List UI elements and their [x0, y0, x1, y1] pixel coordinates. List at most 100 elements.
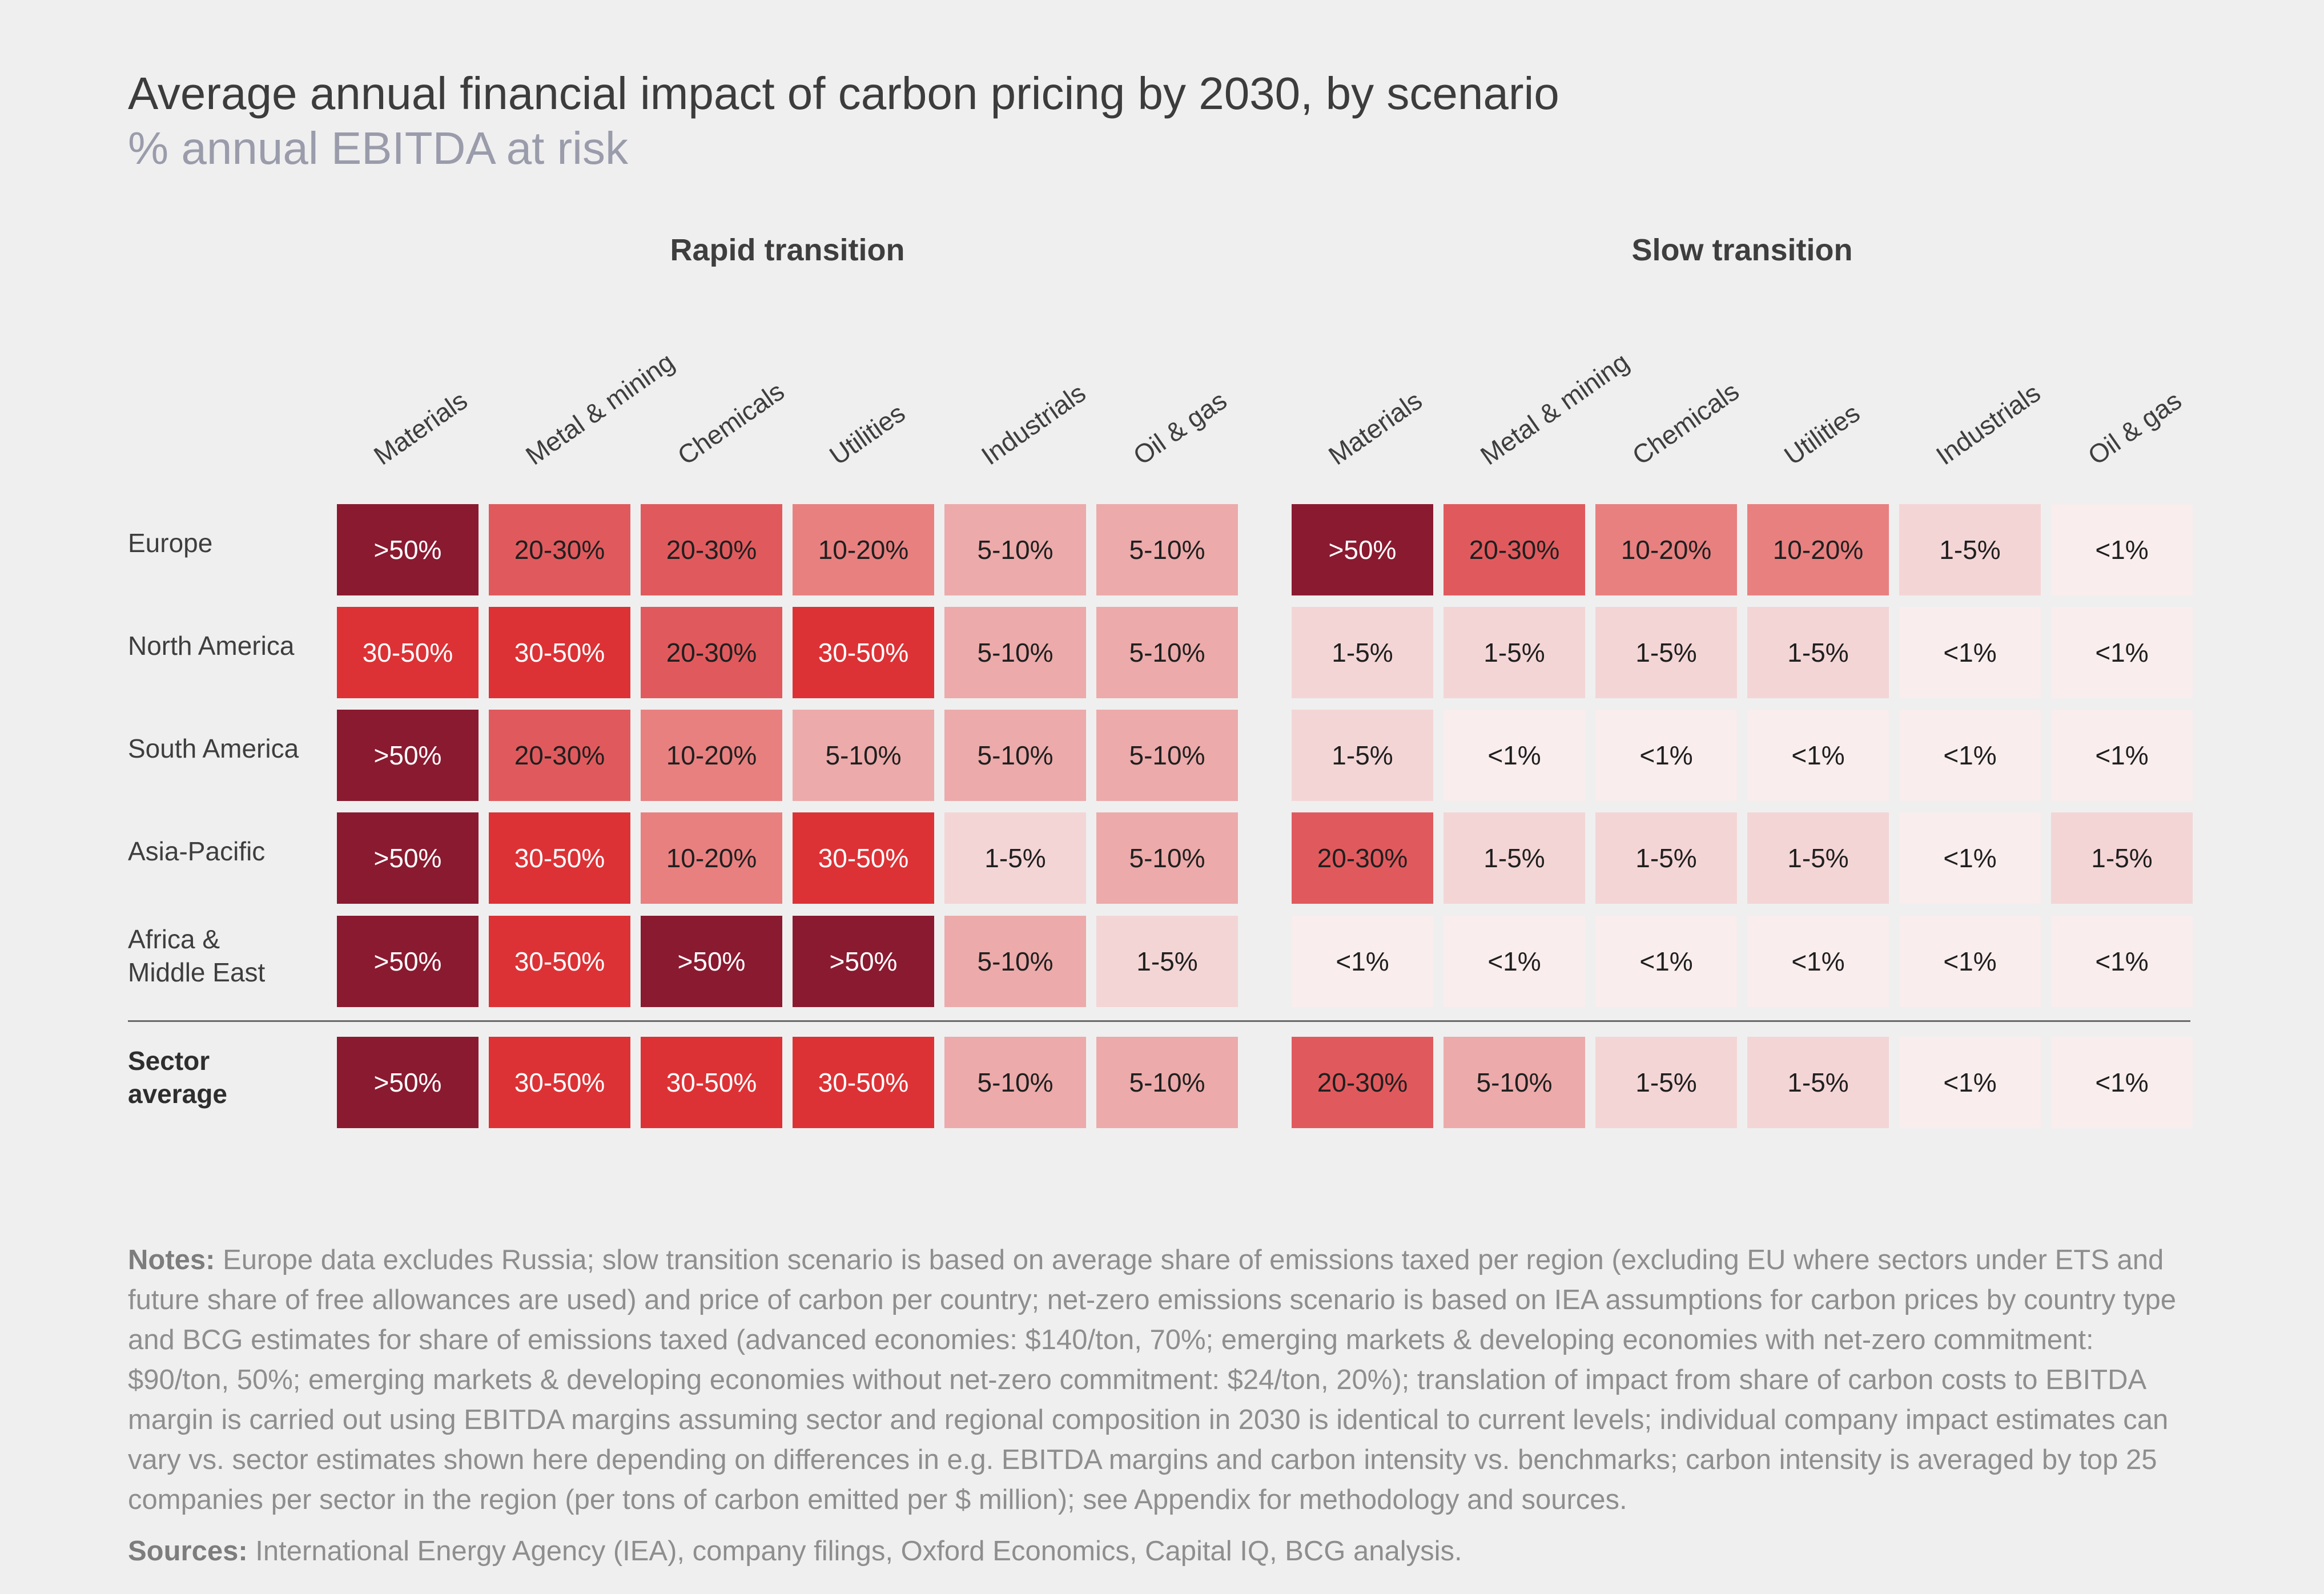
sources-label: Sources:	[128, 1536, 248, 1567]
notes: Notes: Europe data excludes Russia; slow…	[128, 1240, 2201, 1520]
heatmap-cell: >50%	[793, 916, 934, 1007]
heatmap-cell: >50%	[1292, 504, 1433, 595]
heatmap-cell: >50%	[337, 916, 479, 1007]
heatmap-cell: 1-5%	[1747, 1037, 1889, 1128]
heatmap-cell: 30-50%	[489, 1037, 630, 1128]
heatmap-cell: <1%	[1899, 607, 2041, 698]
heatmap-cell: 1-5%	[1899, 504, 2041, 595]
heatmap-cell: <1%	[1747, 710, 1889, 801]
heatmap-cell: 5-10%	[1096, 1037, 1238, 1128]
heatmap-cell: <1%	[1292, 916, 1433, 1007]
row-label: Asia-Pacific	[128, 835, 265, 868]
row-label-line: Africa &	[128, 924, 220, 954]
heatmap-cell: 1-5%	[1595, 607, 1737, 698]
heatmap-cell: 5-10%	[1096, 607, 1238, 698]
heatmap-cell: 20-30%	[641, 607, 782, 698]
heatmap-cell: >50%	[337, 710, 479, 801]
column-header: Chemicals	[1627, 376, 1744, 471]
heatmap-cell: >50%	[641, 916, 782, 1007]
chart-subtitle: % annual EBITDA at risk	[128, 123, 628, 174]
row-label: Africa & Middle East	[128, 923, 265, 989]
heatmap-cell: 5-10%	[944, 916, 1086, 1007]
heatmap-cell: 1-5%	[1595, 812, 1737, 904]
chart-title: Average annual financial impact of carbo…	[128, 68, 1559, 119]
row-label: North America	[128, 629, 294, 662]
heatmap-cell: 10-20%	[1595, 504, 1737, 595]
row-label: Europe	[128, 526, 212, 559]
column-header: Oil & gas	[2082, 385, 2187, 471]
heatmap-cell: <1%	[1595, 916, 1737, 1007]
heatmap-cell: 5-10%	[1096, 710, 1238, 801]
heatmap-cell: <1%	[1595, 710, 1737, 801]
column-header: Oil & gas	[1128, 385, 1232, 471]
row-label-line: Asia-Pacific	[128, 836, 266, 866]
heatmap-cell: 5-10%	[1096, 812, 1238, 904]
heatmap-cell: 10-20%	[641, 710, 782, 801]
heatmap-cell: 1-5%	[1292, 607, 1433, 698]
heatmap-cell: 30-50%	[793, 1037, 934, 1128]
column-header: Chemicals	[672, 376, 790, 471]
notes-label: Notes:	[128, 1245, 215, 1275]
notes-text: Europe data excludes Russia; slow transi…	[128, 1245, 2177, 1515]
heatmap-cell: 5-10%	[944, 607, 1086, 698]
heatmap-cell: 5-10%	[944, 504, 1086, 595]
row-label: Sector average	[128, 1044, 227, 1110]
column-header: Metal & mining	[520, 347, 680, 471]
heatmap-cell: <1%	[1747, 916, 1889, 1007]
heatmap-cell: 20-30%	[641, 504, 782, 595]
heatmap-cell: 1-5%	[1096, 916, 1238, 1007]
sector-average-divider	[128, 1020, 2190, 1022]
row-label-line: Middle East	[128, 957, 266, 987]
heatmap-cell: >50%	[337, 812, 479, 904]
heatmap-cell: 20-30%	[489, 710, 630, 801]
heatmap-cell: 1-5%	[1444, 812, 1585, 904]
heatmap-cell: 5-10%	[1444, 1037, 1585, 1128]
row-label-line: North America	[128, 631, 295, 661]
heatmap-cell: 30-50%	[793, 812, 934, 904]
column-header: Industrials	[1931, 377, 2046, 471]
heatmap-cell: 1-5%	[1444, 607, 1585, 698]
heatmap-cell: <1%	[2051, 607, 2193, 698]
heatmap-cell: 1-5%	[2051, 812, 2193, 904]
row-label-line: Sector	[128, 1046, 210, 1076]
heatmap-cell: 1-5%	[1747, 812, 1889, 904]
heatmap-cell: <1%	[1444, 710, 1585, 801]
column-header: Materials	[1323, 385, 1428, 471]
heatmap-cell: 5-10%	[1096, 504, 1238, 595]
row-label-line: Europe	[128, 528, 213, 558]
heatmap-cell: >50%	[337, 1037, 479, 1128]
column-header: Materials	[368, 385, 473, 471]
heatmap-cell: 30-50%	[337, 607, 479, 698]
column-header: Metal & mining	[1475, 347, 1635, 471]
heatmap-cell: 20-30%	[1292, 812, 1433, 904]
heatmap-cell: <1%	[2051, 504, 2193, 595]
heatmap-cell: 1-5%	[1747, 607, 1889, 698]
heatmap-cell: <1%	[1444, 916, 1585, 1007]
heatmap-cell: 5-10%	[944, 710, 1086, 801]
sources: Sources: International Energy Agency (IE…	[128, 1531, 2201, 1571]
heatmap-cell: 10-20%	[793, 504, 934, 595]
heatmap-cell: 1-5%	[944, 812, 1086, 904]
column-header: Industrials	[976, 377, 1091, 471]
heatmap-cell: 30-50%	[489, 916, 630, 1007]
row-label: South America	[128, 732, 299, 765]
heatmap-cell: 20-30%	[489, 504, 630, 595]
row-label-line: South America	[128, 734, 299, 763]
sources-text: International Energy Agency (IEA), compa…	[247, 1536, 1462, 1567]
heatmap-cell: 30-50%	[489, 812, 630, 904]
column-header: Utilities	[1779, 397, 1865, 471]
scenario-header: Rapid transition	[670, 233, 905, 267]
heatmap-cell: 20-30%	[1444, 504, 1585, 595]
heatmap-cell: <1%	[2051, 710, 2193, 801]
heatmap-cell: <1%	[1899, 1037, 2041, 1128]
heatmap-cell: <1%	[2051, 916, 2193, 1007]
heatmap-cell: <1%	[1899, 812, 2041, 904]
heatmap-cell: 20-30%	[1292, 1037, 1433, 1128]
heatmap-cell: 10-20%	[641, 812, 782, 904]
column-header: Utilities	[824, 397, 911, 471]
heatmap-cell: >50%	[337, 504, 479, 595]
heatmap-cell: <1%	[1899, 710, 2041, 801]
heatmap-cell: 30-50%	[793, 607, 934, 698]
heatmap-cell: <1%	[2051, 1037, 2193, 1128]
heatmap-cell: 1-5%	[1292, 710, 1433, 801]
